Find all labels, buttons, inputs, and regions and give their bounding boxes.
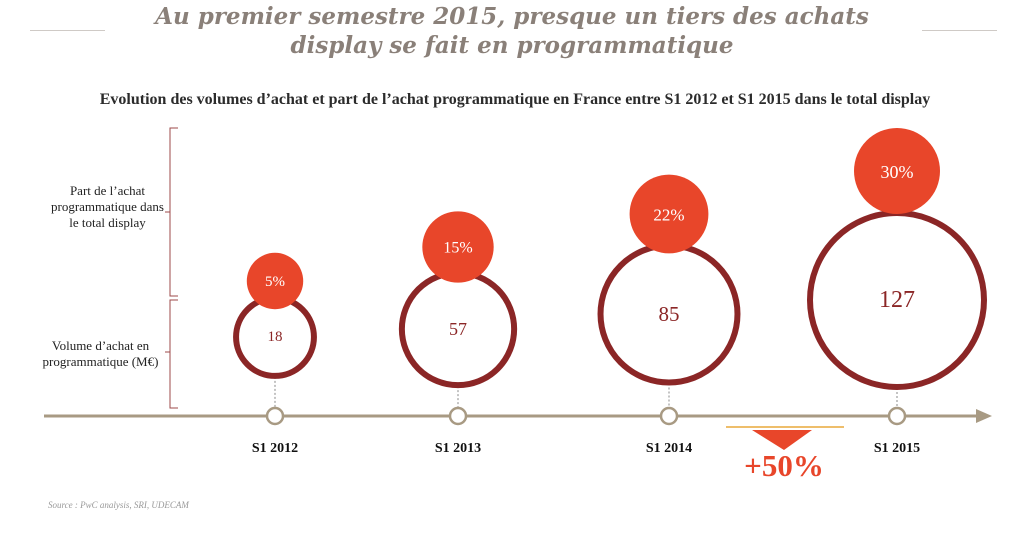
title-rule-left <box>30 30 105 31</box>
category-label: S1 2013 <box>435 441 481 456</box>
share-bubble <box>854 128 940 214</box>
chart-title: Evolution des volumes d’achat et part de… <box>99 91 931 108</box>
share-bubble <box>629 174 709 254</box>
title-line-1: Au premier semestre 2015, presque un tie… <box>155 3 869 30</box>
page-title: Au premier semestre 2015, presque un tie… <box>0 2 1024 60</box>
share-label: 22% <box>653 206 684 225</box>
category-label: S1 2014 <box>646 441 692 456</box>
title-rule-right <box>922 30 997 31</box>
share-label: 30% <box>881 162 914 182</box>
share-label: 15% <box>443 240 472 257</box>
volume-label: 18 <box>268 329 283 345</box>
volume-label: 85 <box>659 302 680 326</box>
row-label-volume: Volume d’achat en programmatique (M€) <box>42 338 159 369</box>
timeline-marker <box>887 406 907 426</box>
volume-label: 57 <box>449 319 467 339</box>
brace-share <box>165 127 178 297</box>
title-line-2: display se fait en programmatique <box>290 32 734 59</box>
share-bubble <box>422 211 494 283</box>
source-note: Source : PwC analysis, SRI, UDECAM <box>48 500 189 510</box>
volume-label: 127 <box>879 287 915 313</box>
growth-arrow-icon <box>752 430 812 450</box>
brace-volume <box>165 299 178 409</box>
timeline-marker <box>659 406 679 426</box>
growth-annotation: +50% <box>744 448 824 483</box>
timeline-arrow <box>976 409 992 423</box>
timeline-marker <box>448 406 468 426</box>
timeline-marker <box>265 406 285 426</box>
share-bubble <box>246 252 304 310</box>
category-label: S1 2012 <box>252 441 298 456</box>
category-label: S1 2015 <box>874 441 920 456</box>
row-label-share: Part de l’achat programmatique dans le t… <box>51 183 164 230</box>
share-label: 5% <box>265 274 285 290</box>
